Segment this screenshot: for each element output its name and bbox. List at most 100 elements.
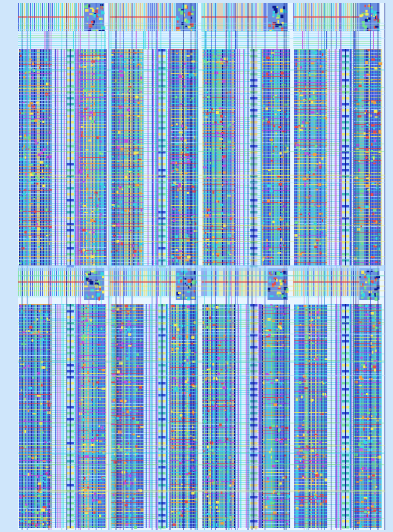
cell-via [371,58,376,61]
channel-horizontal-wire [257,235,263,236]
cell-row-wire [170,490,198,491]
channel-horizontal-wire [257,147,263,148]
cell-row-wire [170,304,198,305]
cell-row-wire [170,424,198,425]
cell-via [110,54,114,56]
cell-via [265,107,269,111]
channel-horizontal-wire [143,141,159,142]
cell-via [373,130,377,134]
cell-row-wire [262,49,290,50]
cell-row-wire [170,481,198,482]
cell-via [113,502,116,505]
channel-horizontal-wire [143,223,159,224]
cell-row-wire [110,436,144,437]
cell-via [226,496,231,498]
cell-row-wire [78,76,107,77]
cell-via [112,412,114,414]
cell-row-wire [19,250,53,251]
channel-horizontal-wire [143,247,159,248]
cell-via [365,148,369,151]
cell-row-wire [170,169,198,170]
cell-via [184,348,186,351]
cell-via [112,155,114,158]
channel-vertical-wire [260,49,262,266]
channel-horizontal-wire [51,522,67,523]
cell-via [87,486,89,489]
cell-row-wire [353,202,382,203]
cell-via [173,171,176,173]
channel-horizontal-wire [257,159,263,160]
cell-row-wire [19,400,53,401]
channel-horizontal-wire [51,167,67,168]
cell-via [357,118,359,121]
cell-via [91,324,93,326]
cell-via [218,106,223,110]
cell-via [83,489,88,492]
cell-via [219,62,224,65]
cell-row-wire [170,49,198,50]
channel-horizontal-wire [327,225,342,226]
channel-horizontal-wire [235,163,251,164]
pad-detail [271,283,275,288]
cell-via [90,105,93,108]
cell-row-wire [78,343,107,344]
cell-via [20,197,24,200]
cell-via [297,158,300,160]
channel-horizontal-wire [51,103,67,104]
cell-row-wire [19,346,53,347]
channel-horizontal-wire [235,49,251,50]
channel-horizontal-wire [18,47,107,48]
pad-detail [279,25,282,28]
cell-via [316,163,318,165]
cell-row-wire [110,517,144,518]
channel-horizontal-wire [73,181,79,182]
cell-via [89,111,94,114]
cell-via [186,151,190,154]
pad-detail [191,6,194,10]
cell-via [370,100,375,103]
cell-via [125,330,127,334]
cell-row-wire [170,454,198,455]
cell-vertical-wire [134,49,136,266]
cell-row-wire [353,130,382,131]
cell-via [31,76,34,80]
cell-via [203,420,206,424]
pad-detail [280,8,283,13]
pad-detail [191,9,195,11]
cell-row-wire [110,250,144,251]
channel-horizontal-wire [257,205,263,206]
cell-via [299,252,303,256]
cell-row-wire [110,472,144,473]
cell-row-wire [170,145,198,146]
cell-row-wire [19,376,53,377]
channel-horizontal-wire [235,207,251,208]
cell-via [205,214,209,217]
channel-horizontal-wire [51,384,67,385]
cell-row-wire [19,127,53,128]
cell-via [117,330,120,333]
cell-via [311,68,315,70]
cell-via [279,244,282,247]
cell-via [29,102,34,105]
cell-row-wire [202,490,236,491]
cell-row-wire [202,193,236,194]
cell-via [19,495,23,499]
channel-vertical-wire [76,304,78,528]
cell-via [134,101,137,104]
cell-via [278,183,283,186]
cell-row-wire [78,493,107,494]
cell-via [98,198,100,201]
cell-vertical-wire [113,49,115,266]
cell-row-wire [78,97,107,98]
channel-horizontal-wire [235,304,251,305]
cell-via [270,52,275,54]
cell-via [192,67,194,70]
cell-row-wire [110,487,144,488]
channel-horizontal-wire [51,484,67,485]
routing-channel [235,304,251,528]
pad-detail [364,18,368,22]
pad-detail [101,290,105,294]
channel-horizontal-wire [327,211,342,212]
cell-row-wire [262,142,290,143]
channel-vertical-wire [155,49,157,266]
